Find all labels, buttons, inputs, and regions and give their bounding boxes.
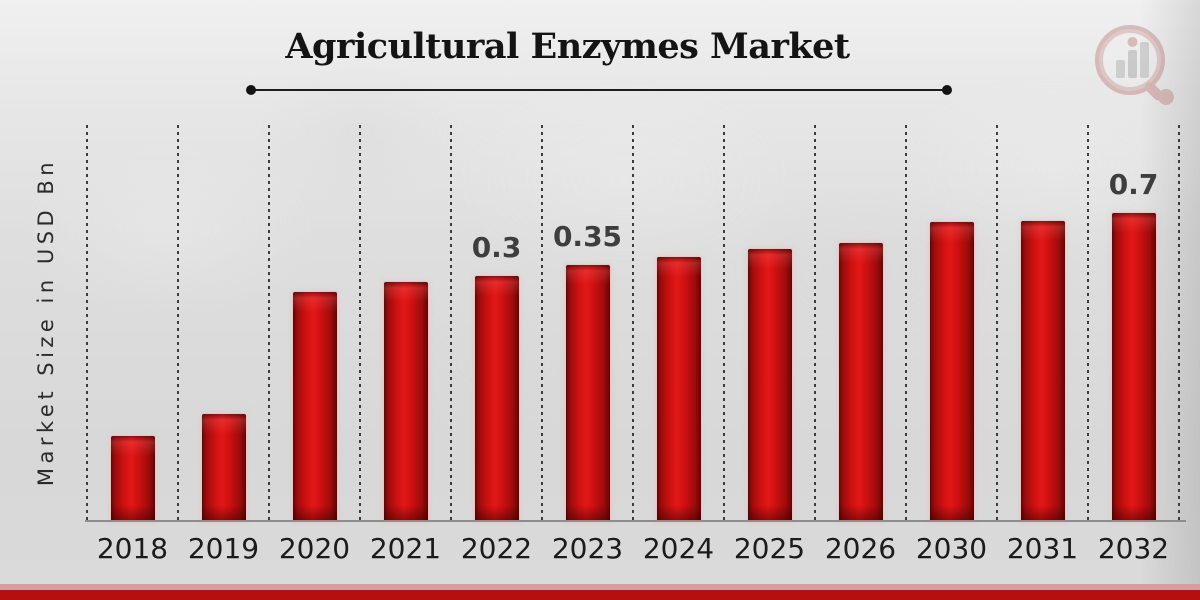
gridline (1087, 125, 1089, 521)
bar-2023 (565, 265, 610, 521)
x-axis-label-2032: 2032 (1097, 532, 1170, 565)
bottom-accent-stripe (0, 584, 1200, 600)
gridline (177, 125, 179, 521)
bar-2022 (474, 276, 519, 521)
bar-slot-2021 (360, 125, 451, 521)
bar-value-label-2032: 0.7 (1108, 168, 1159, 201)
x-axis-baseline (85, 520, 1186, 522)
x-axis-label-2022: 2022 (460, 532, 533, 565)
bar-slot-2024 (633, 125, 724, 521)
bar-slot-2026 (815, 125, 906, 521)
bar-2018 (110, 436, 155, 521)
gridlines (86, 125, 1180, 521)
bar-2021 (383, 282, 428, 521)
gridline (541, 125, 543, 521)
x-axis-label-2019: 2019 (187, 532, 260, 565)
x-axis-label-2030: 2030 (915, 532, 988, 565)
bar-2026 (838, 243, 883, 521)
bar-slot-2030 (906, 125, 997, 521)
bar-slot-2032: 0.7 (1088, 125, 1179, 521)
gridline (905, 125, 907, 521)
bar-2020 (292, 292, 337, 521)
x-axis-label-2023: 2023 (551, 532, 624, 565)
bar-slot-2023: 0.35 (542, 125, 633, 521)
bar-2019 (201, 414, 246, 521)
gridline (996, 125, 998, 521)
bar-2032 (1111, 213, 1156, 521)
x-axis-label-2020: 2020 (278, 532, 351, 565)
bar-value-label-2022: 0.3 (471, 231, 522, 264)
bar-slot-2018 (87, 125, 178, 521)
bar-slot-2019 (178, 125, 269, 521)
bars: 0.3 0.35 0.7 (87, 125, 1179, 521)
bar-slot-2022: 0.3 (451, 125, 542, 521)
bar-value-label-2023: 0.35 (552, 220, 623, 253)
bottom-stripe-pink (0, 584, 1200, 590)
bar-2031 (1020, 221, 1065, 521)
gridline (450, 125, 452, 521)
chart-title: Agricultural Enzymes Market (285, 26, 850, 67)
gridline (814, 125, 816, 521)
bar-2025 (747, 249, 792, 521)
gridline (723, 125, 725, 521)
y-axis-title: Market Size in USD Bn (34, 157, 58, 487)
bar-slot-2031 (997, 125, 1088, 521)
bottom-stripe-red (0, 590, 1200, 600)
gridline (86, 125, 88, 521)
bar-slot-2020 (269, 125, 360, 521)
bar-slot-2025 (724, 125, 815, 521)
title-divider-line (246, 85, 952, 95)
bar-2030 (929, 222, 974, 521)
gridline (268, 125, 270, 521)
gridline (1178, 125, 1180, 521)
plot-area: 0.3 0.35 0.7 (86, 125, 1180, 521)
bar-2024 (656, 257, 701, 521)
x-axis-label-2026: 2026 (824, 532, 897, 565)
x-axis-label-2031: 2031 (1006, 532, 1079, 565)
magnifier-bar-chart-logo-icon (1095, 25, 1174, 105)
gridline (359, 125, 361, 521)
x-axis-label-2018: 2018 (96, 532, 169, 565)
gridline (632, 125, 634, 521)
x-axis-label-2025: 2025 (733, 532, 806, 565)
x-axis-label-2024: 2024 (642, 532, 715, 565)
x-axis-labels: 2018 2019 2020 2021 2022 2023 2024 2025 2026 2030… (87, 532, 1179, 565)
x-axis-label-2021: 2021 (369, 532, 442, 565)
